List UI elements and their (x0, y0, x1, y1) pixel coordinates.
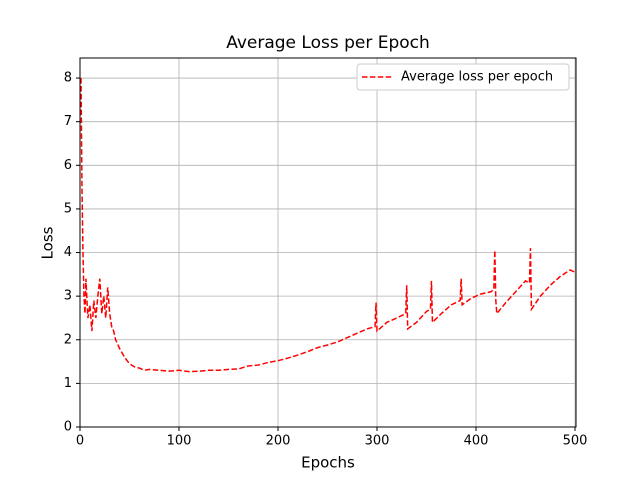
x-tick-label: 100 (167, 434, 192, 449)
x-axis-label: Epochs (301, 454, 355, 472)
y-tick-label: 2 (64, 332, 72, 347)
x-tick-label: 0 (76, 434, 84, 449)
x-tick-label: 200 (266, 434, 291, 449)
chart-title: Average Loss per Epoch (226, 33, 430, 53)
legend-box (356, 63, 570, 91)
y-tick-label: 6 (64, 158, 72, 173)
y-tick-label: 3 (64, 289, 72, 304)
x-tick-label: 500 (563, 434, 588, 449)
x-tick-label: 400 (464, 434, 489, 449)
x-tick-label: 300 (365, 434, 390, 449)
y-tick-label: 8 (64, 71, 72, 86)
y-axis-label: Loss (39, 226, 57, 259)
plot-frame (79, 57, 577, 428)
y-tick-label: 5 (64, 201, 72, 216)
y-tick-label: 0 (64, 420, 72, 435)
legend-label: Average loss per epoch (401, 70, 553, 85)
y-tick-label: 4 (64, 245, 72, 260)
line-series (80, 78, 576, 373)
y-tick-label: 1 (64, 376, 72, 391)
legend: Average loss per epoch (356, 63, 570, 91)
y-tick-label: 7 (64, 114, 72, 129)
